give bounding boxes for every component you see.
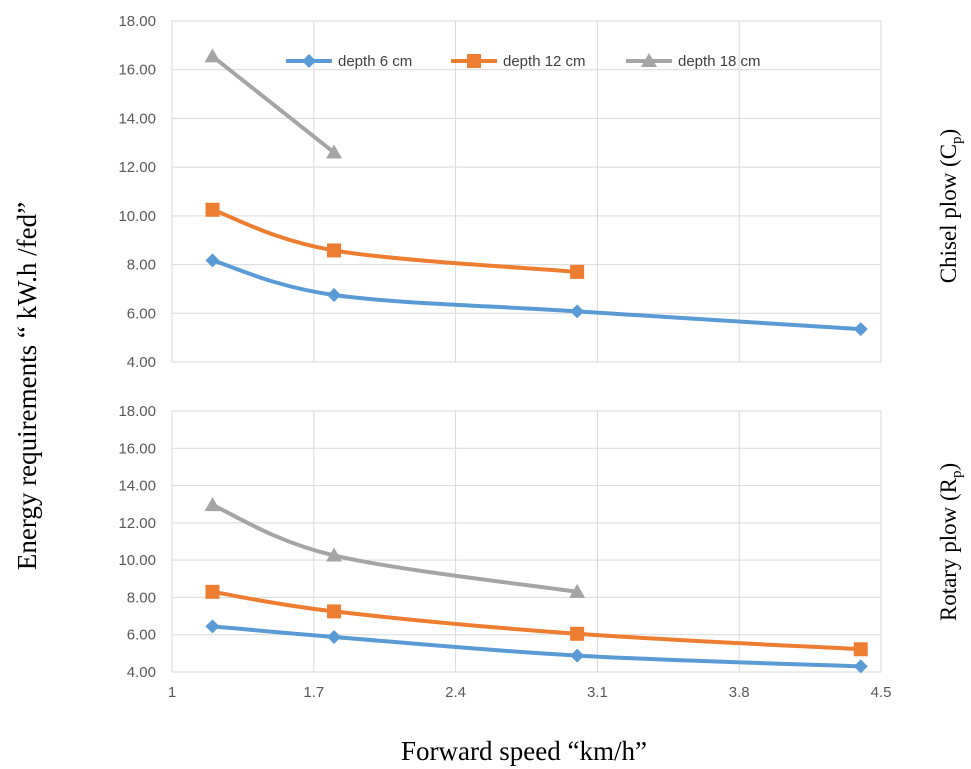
y-tick-label: 16.00: [118, 62, 156, 79]
legend-item: depth 6 cm: [286, 53, 412, 70]
data-point: [205, 619, 220, 634]
x-tick-label: 1: [168, 684, 176, 701]
legend-item: depth 18 cm: [626, 53, 761, 70]
legend-label: depth 12 cm: [503, 53, 586, 70]
series-line: [210, 207, 580, 274]
y-tick-label: 10.00: [118, 208, 156, 225]
y-tick-label: 6.00: [127, 627, 156, 644]
y-tick-label: 18.00: [118, 403, 156, 420]
data-point: [853, 322, 868, 337]
data-point: [327, 604, 342, 619]
series-depth-12-cm: [205, 584, 868, 657]
data-point: [569, 583, 586, 598]
series-line: [210, 258, 863, 332]
y-tick-label: 16.00: [118, 440, 156, 457]
y-tick-label: 18.00: [118, 13, 156, 30]
panel-1: 4.00 6.00 8.00 10.00 12.00 14.00 16.00 18.00 dep…: [118, 13, 965, 371]
legend-marker: [467, 54, 481, 68]
series-depth-12-cm: [205, 202, 585, 279]
x-tick-label: 3.8: [729, 684, 750, 701]
data-point: [570, 648, 585, 663]
plot-area-border: [171, 20, 882, 363]
data-point: [570, 304, 585, 319]
y-tick-label: 12.00: [118, 515, 156, 532]
y-tick-label: 12.00: [118, 159, 156, 176]
data-point: [570, 626, 585, 641]
plot-area-border: [171, 410, 882, 673]
legend-marker: [641, 53, 657, 67]
x-tick-label: 3.1: [587, 684, 608, 701]
x-tick-label: 1.7: [303, 684, 324, 701]
data-point: [853, 642, 868, 657]
data-point: [853, 659, 868, 674]
series-depth-18-cm: [204, 497, 586, 598]
x-tick-label: 2.4: [445, 684, 466, 701]
series-depth-6-cm: [205, 253, 868, 337]
series-line: [210, 503, 580, 594]
data-point: [327, 243, 342, 258]
series-depth-6-cm: [205, 619, 868, 674]
x-tick-label: 4.5: [871, 684, 892, 701]
legend-label: depth 18 cm: [678, 53, 761, 70]
data-point: [204, 497, 221, 512]
series-depth-18-cm: [204, 48, 343, 159]
y-tick-label: 4.00: [127, 664, 156, 681]
x-axis-label: Forward speed “km/h”: [401, 736, 647, 766]
y-tick-label: 6.00: [127, 305, 156, 322]
data-point: [326, 144, 343, 159]
legend-marker: [302, 54, 316, 68]
data-point: [205, 253, 220, 268]
series-line: [210, 624, 863, 669]
data-point: [205, 202, 220, 217]
y-tick-label: 4.00: [127, 354, 156, 371]
data-point: [570, 264, 585, 279]
data-point: [327, 629, 342, 644]
series-line: [210, 54, 337, 155]
y-tick-label: 8.00: [127, 589, 156, 606]
y-tick-label: 10.00: [118, 552, 156, 569]
y-tick-label: 14.00: [118, 110, 156, 127]
series-line: [210, 589, 863, 652]
panel-2: 4.00 6.00 8.00 10.00 12.00 14.00 16.00 18.00 1 1.…: [118, 403, 965, 701]
panel-side-label: Rotary plow (Rp): [936, 463, 965, 621]
legend-item: depth 12 cm: [451, 53, 586, 70]
y-axis-label: Energy requirements “ kW.h /fed”: [12, 202, 42, 570]
data-point: [326, 547, 343, 562]
legend-label: depth 6 cm: [338, 53, 412, 70]
panel-side-label: Chisel plow (Cp): [936, 129, 965, 283]
data-point: [327, 288, 342, 303]
data-point: [204, 48, 221, 63]
y-tick-label: 8.00: [127, 257, 156, 274]
legend: depth 6 cm depth 12 cm depth 18 cm: [286, 53, 761, 70]
y-tick-label: 14.00: [118, 478, 156, 495]
data-point: [205, 584, 220, 599]
